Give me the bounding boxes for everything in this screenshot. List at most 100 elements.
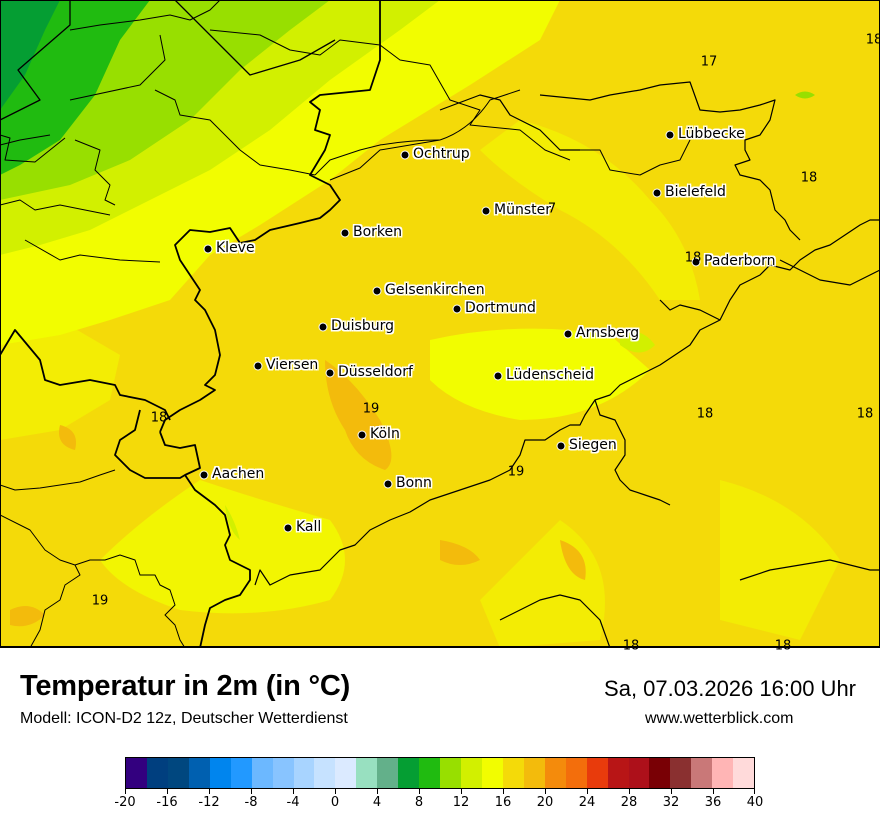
city-marker-icon xyxy=(665,130,675,140)
city-marker-icon xyxy=(372,286,382,296)
website-link[interactable]: www.wetterblick.com xyxy=(645,710,794,727)
colorbar-segment xyxy=(167,758,189,788)
temperature-value-label: 19 xyxy=(362,401,380,417)
colorbar-ticks: -20 -16 -12 -8 -4 0 4 8 12 16 20 24 28 32 36 40 xyxy=(114,789,763,819)
city-marker-icon xyxy=(652,188,662,198)
colorbar-tick-label: -16 xyxy=(156,795,178,810)
colorbar-tick-label: 32 xyxy=(662,795,680,810)
colorbar-tick xyxy=(293,789,294,794)
city-label: Arnsberg xyxy=(576,325,640,342)
temperature-value-label: 19 xyxy=(507,464,525,480)
colorbar-tick xyxy=(167,789,168,794)
colorbar-tick xyxy=(335,789,336,794)
colorbar-tick-label: 20 xyxy=(536,795,554,810)
colorbar-segment xyxy=(481,758,503,788)
colorbar-tick-label: 28 xyxy=(620,795,638,810)
city-label: Köln xyxy=(370,426,400,443)
colorbar-segment xyxy=(230,758,252,788)
city-label: Münster xyxy=(494,202,551,219)
colorbar-tick-label: -4 xyxy=(286,795,300,810)
temperature-value-label: 17 xyxy=(700,54,718,70)
colorbar-segment xyxy=(398,758,420,788)
city-label: Siegen xyxy=(569,437,617,454)
colorbar-tick-label: 4 xyxy=(372,795,382,810)
colorbar-segment xyxy=(440,758,461,788)
colorbar-tick-label: 16 xyxy=(494,795,512,810)
colorbar-segment xyxy=(649,758,671,788)
city-label: Lüdenscheid xyxy=(506,367,595,384)
colorbar-segment xyxy=(377,758,399,788)
map-title: Temperatur in 2m (in °C) xyxy=(20,670,351,702)
colorbar-segment xyxy=(628,758,650,788)
colorbar-segment xyxy=(335,758,357,788)
city-label: Aachen xyxy=(212,466,265,483)
city-marker-icon xyxy=(383,479,393,489)
colorbar-tick xyxy=(629,789,630,794)
colorbar-segment xyxy=(607,758,629,788)
colorbar-segment xyxy=(586,758,608,788)
colorbar-tick xyxy=(461,789,462,794)
colorbar-tick-label: 24 xyxy=(578,795,596,810)
colorbar-tick-label: 12 xyxy=(452,795,470,810)
city-label: Dortmund xyxy=(465,300,536,317)
colorbar-segment xyxy=(314,758,336,788)
colorbar-tick-label: -20 xyxy=(114,795,136,810)
temperature-value-label: 19 xyxy=(91,593,109,609)
city-label: Kleve xyxy=(216,240,255,257)
temperature-value-label: 18 xyxy=(856,406,874,422)
model-subtitle: Modell: ICON-D2 12z, Deutscher Wetterdie… xyxy=(20,710,348,727)
colorbar-segment xyxy=(544,758,566,788)
colorbar-tick xyxy=(419,789,420,794)
city-label: Düsseldorf xyxy=(338,364,413,381)
colorbar-segment xyxy=(691,758,713,788)
city-label: Borken xyxy=(353,224,403,241)
city-label: Viersen xyxy=(266,357,319,374)
city-label: Bonn xyxy=(396,475,432,492)
city-label: Lübbecke xyxy=(678,126,745,143)
colorbar-segment xyxy=(209,758,231,788)
city-marker-icon xyxy=(452,304,462,314)
colorbar-segment xyxy=(733,758,755,788)
colorbar-tick xyxy=(209,789,210,794)
colorbar-segment xyxy=(272,758,294,788)
colorbar-segment xyxy=(356,758,378,788)
city-marker-icon xyxy=(253,361,263,371)
temperature-value-label: 18 xyxy=(622,638,640,654)
colorbar-segment xyxy=(565,758,587,788)
colorbar-tick-label: 36 xyxy=(704,795,722,810)
city-marker-icon xyxy=(340,228,350,238)
temperature-value-label: 18 xyxy=(865,32,880,48)
city-marker-icon xyxy=(556,441,566,451)
temperature-value-label: 18 xyxy=(774,638,792,654)
city-marker-icon xyxy=(493,371,503,381)
colorbar-segment xyxy=(293,758,315,788)
city-label: Ochtrup xyxy=(413,146,470,163)
temperature-value-label: 7 xyxy=(547,201,557,217)
city-marker-icon xyxy=(357,430,367,440)
city-marker-icon xyxy=(691,257,701,267)
city-marker-icon xyxy=(481,206,491,216)
colorbar-tick xyxy=(671,789,672,794)
colorbar-tick xyxy=(251,789,252,794)
city-marker-icon xyxy=(325,368,335,378)
valid-datetime: Sa, 07.03.2026 16:00 Uhr xyxy=(604,676,856,701)
city-marker-icon xyxy=(318,322,328,332)
city-marker-icon xyxy=(199,470,209,480)
colorbar-tick-label: -12 xyxy=(198,795,220,810)
colorbar-segment xyxy=(126,758,147,788)
colorbar-tick xyxy=(587,789,588,794)
city-marker-icon xyxy=(563,329,573,339)
colorbar-segment xyxy=(502,758,524,788)
colorbar-tick-label: 40 xyxy=(746,795,764,810)
temperature-value-label: 18 xyxy=(800,170,818,186)
city-label: Bielefeld xyxy=(665,184,726,201)
colorbar-tick xyxy=(377,789,378,794)
temperature-value-label: 18 xyxy=(696,406,714,422)
colorbar-segment xyxy=(670,758,692,788)
city-marker-icon xyxy=(203,244,213,254)
colorbar-tick-label: -8 xyxy=(244,795,258,810)
temperature-map: Ochtrup Lübbecke Bielefeld Münster Borken Kle… xyxy=(0,0,880,654)
colorbar-segment xyxy=(523,758,545,788)
colorbar-segment xyxy=(461,758,482,788)
temperature-colorbar xyxy=(125,757,755,789)
